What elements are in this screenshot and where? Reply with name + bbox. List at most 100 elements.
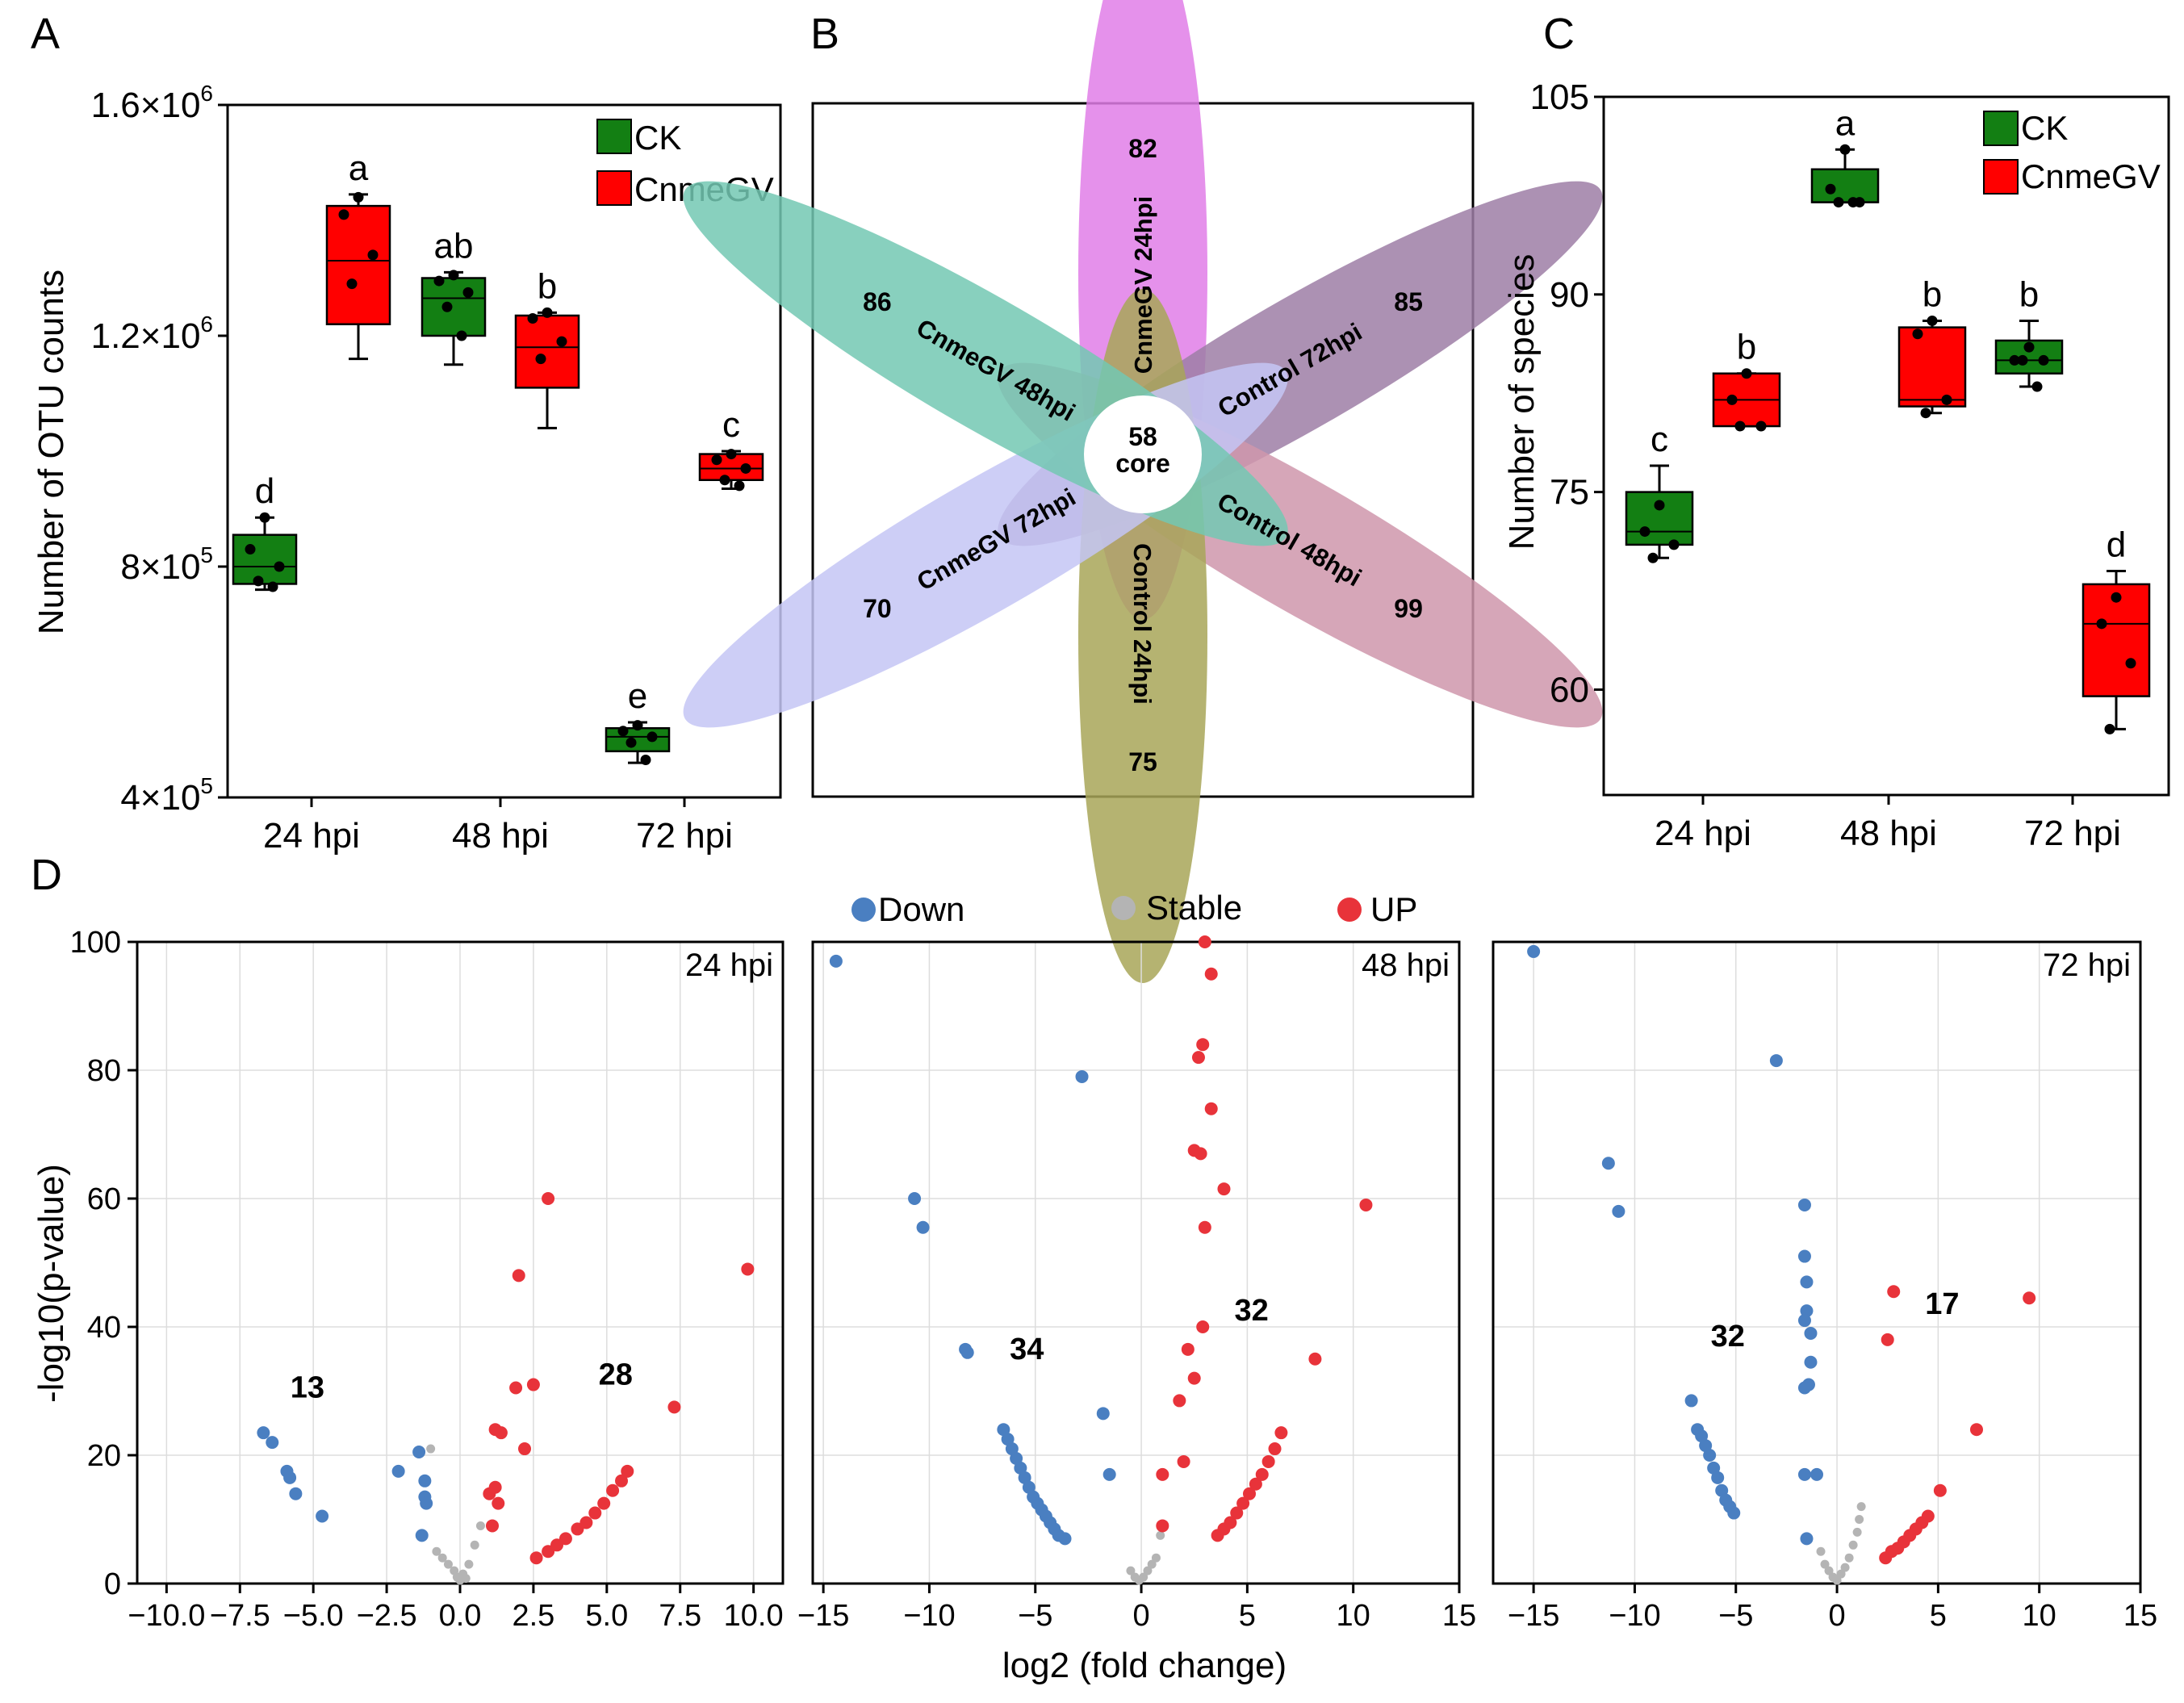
panel-letter-c: C bbox=[1543, 10, 1575, 58]
x-tick-label: −5.0 bbox=[283, 1599, 344, 1633]
up-point bbox=[1249, 1477, 1262, 1491]
significance-letter: b bbox=[538, 266, 557, 306]
down-point bbox=[1711, 1471, 1725, 1484]
flower-petal-count: 85 bbox=[1394, 287, 1423, 316]
x-tick-label: −15 bbox=[1508, 1599, 1559, 1633]
down-point bbox=[1102, 1467, 1116, 1481]
flower-petal-count: 70 bbox=[863, 594, 892, 623]
down-point bbox=[1022, 1480, 1036, 1494]
down-point bbox=[1810, 1467, 1823, 1481]
down-point bbox=[1797, 1314, 1811, 1328]
box-point bbox=[1825, 183, 1836, 195]
down-point bbox=[1797, 1249, 1811, 1263]
up-point bbox=[1196, 1038, 1210, 1052]
y-tick-label: 60 bbox=[1550, 670, 1589, 709]
up-point bbox=[512, 1269, 525, 1282]
y-tick-label: 80 bbox=[87, 1054, 121, 1088]
up-point bbox=[1198, 935, 1211, 948]
stable-point bbox=[1126, 1566, 1136, 1575]
volcano-panel-48-hpi: −15 −10 −5 0 5 10 15 48 hpi 34 32 bbox=[797, 935, 1476, 1633]
stable-point bbox=[475, 1521, 485, 1530]
panel-c-legend-cnmegv-swatch bbox=[1983, 159, 2019, 195]
box-body bbox=[1625, 491, 1694, 546]
box-body bbox=[1897, 326, 1967, 408]
down-point bbox=[908, 1192, 922, 1205]
y-tick-label: 100 bbox=[70, 926, 121, 960]
box-ck-48-hpi: ab bbox=[420, 226, 487, 366]
box-point bbox=[2017, 354, 2028, 366]
box-point bbox=[1654, 500, 1665, 511]
panel-letter-d: D bbox=[31, 851, 62, 899]
down-point bbox=[316, 1509, 329, 1523]
up-point bbox=[1969, 1423, 1983, 1437]
y-tick-label: 0 bbox=[104, 1567, 121, 1601]
up-point bbox=[509, 1381, 523, 1395]
up-point bbox=[486, 1519, 499, 1533]
panel-a-y-title: Number of OTU counts bbox=[31, 270, 71, 634]
box-point bbox=[1920, 408, 1931, 419]
down-point bbox=[916, 1220, 930, 1234]
box-cnmegv-72-hpi: c bbox=[698, 405, 764, 492]
y-tick-label: 20 bbox=[87, 1439, 121, 1473]
box-point bbox=[441, 301, 453, 312]
volcano-frame bbox=[1492, 940, 2142, 1585]
x-tick-label: 5 bbox=[1930, 1599, 1947, 1633]
down-point bbox=[412, 1446, 426, 1459]
down-point bbox=[1010, 1451, 1023, 1465]
y-tick-label: 105 bbox=[1530, 77, 1589, 117]
box-point bbox=[338, 209, 349, 220]
box-point bbox=[640, 755, 651, 766]
stable-point bbox=[1832, 1575, 1842, 1585]
y-tick-label: 8×105 bbox=[120, 542, 213, 587]
y-tick-label: 1.2×106 bbox=[91, 312, 213, 356]
box-point bbox=[367, 249, 379, 261]
down-point bbox=[1804, 1355, 1818, 1369]
box-point bbox=[346, 278, 358, 290]
stable-point bbox=[1856, 1502, 1866, 1512]
x-tick-label: 10.0 bbox=[724, 1599, 784, 1633]
down-point bbox=[1075, 1069, 1089, 1083]
legend-stable-dot bbox=[1111, 896, 1136, 920]
y-tick-base: 1.6×10 bbox=[91, 86, 201, 125]
volcano-frame bbox=[811, 940, 1461, 1585]
down-point bbox=[257, 1426, 270, 1440]
x-tick-label: −10 bbox=[903, 1599, 955, 1633]
flower-petal-count: 99 bbox=[1394, 594, 1423, 623]
up-point bbox=[1921, 1509, 1935, 1523]
up-point bbox=[621, 1464, 634, 1478]
down-point bbox=[391, 1464, 405, 1478]
up-point bbox=[741, 1262, 755, 1276]
up-point bbox=[1243, 1487, 1257, 1500]
box-point bbox=[2104, 723, 2115, 734]
x-tick-label: 15 bbox=[1442, 1599, 1476, 1633]
down-point bbox=[1527, 944, 1541, 958]
up-point bbox=[597, 1496, 611, 1510]
box-cnmegv-48-hpi: b bbox=[1897, 274, 1967, 419]
stable-point bbox=[437, 1553, 447, 1563]
box-point bbox=[625, 737, 637, 748]
box-point bbox=[267, 581, 278, 592]
box-point bbox=[527, 313, 538, 324]
box-point bbox=[1647, 552, 1659, 563]
box-point bbox=[2038, 354, 2049, 366]
legend-up-label: UP bbox=[1370, 890, 1417, 928]
significance-letter: e bbox=[628, 676, 647, 716]
x-tick-label: 5.0 bbox=[585, 1599, 628, 1633]
stable-point bbox=[1852, 1527, 1862, 1537]
box-point bbox=[535, 354, 546, 365]
box-point bbox=[1741, 368, 1752, 379]
up-point bbox=[1177, 1454, 1190, 1468]
down-point bbox=[1804, 1326, 1818, 1340]
stable-point bbox=[443, 1559, 453, 1569]
x-tick-label: 10 bbox=[2023, 1599, 2056, 1633]
panel-a-legend-cnmegv-swatch bbox=[596, 170, 632, 206]
legend-up-dot bbox=[1337, 898, 1362, 922]
down-point bbox=[1703, 1449, 1717, 1462]
box-point bbox=[448, 270, 459, 281]
up-point bbox=[1187, 1371, 1201, 1385]
stable-point bbox=[1855, 1515, 1864, 1524]
up-point bbox=[2023, 1291, 2036, 1305]
stable-point bbox=[1816, 1546, 1826, 1556]
box-point bbox=[1833, 197, 1844, 208]
y-tick-label: 60 bbox=[87, 1182, 121, 1216]
